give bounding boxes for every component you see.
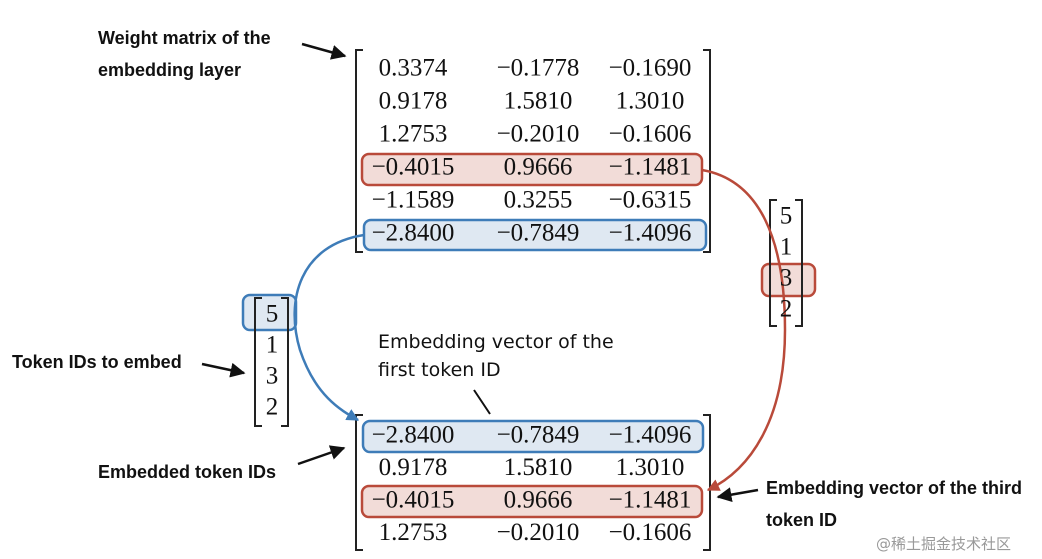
vector-bracket [254,297,289,427]
pointer-arrow [716,487,759,503]
lookup-arrow [293,233,365,422]
matrix-cell: 1.2753 [379,519,448,546]
label: Token IDs to embed [12,352,182,372]
matrix-cell: −1.4096 [609,220,692,247]
matrix-cell: −0.7849 [497,220,580,247]
vector-bracket [769,199,803,327]
matrix-cell: 0.9178 [379,454,448,481]
matrix-cell: −1.1589 [372,187,455,214]
vector-entry: 1 [780,234,793,261]
vector-entry: 2 [266,394,279,421]
matrix-cell: −0.2010 [497,121,580,148]
annotation: Embedding vector of the [378,331,614,353]
matrix-cell: −0.2010 [497,519,580,546]
label: embedding layer [98,60,241,80]
label: Embedded token IDs [98,462,276,482]
vector-entry: 3 [266,363,279,390]
matrix-cell: −0.1690 [609,55,692,82]
highlight-row [360,484,704,519]
vector-entry: 3 [780,265,793,292]
matrix-cell: −1.1481 [609,154,692,181]
matrix-cell: −0.4015 [372,487,455,514]
matrix-cell: 0.3255 [504,187,573,214]
matrix-cell: 0.9666 [504,154,573,181]
pointer-line [473,389,491,415]
matrix-cell: 1.3010 [616,454,685,481]
lookup-arrow [701,168,787,492]
pointer-arrow [297,445,346,466]
matrix-cell: −1.4096 [609,422,692,449]
matrix-cell: −2.8400 [372,422,455,449]
label: token ID [766,510,837,530]
highlight-row [360,152,704,187]
highlight-row [361,419,705,454]
matrix-cell: −0.6315 [609,187,692,214]
vector-entry: 2 [780,296,793,323]
annotation: first token ID [378,359,501,381]
matrix-cell: −0.7849 [497,422,580,449]
label: Embedding vector of the third [766,478,1022,498]
matrix-bracket [355,49,711,253]
matrix-cell: 1.5810 [504,88,573,115]
matrix-cell: 0.3374 [379,55,448,82]
matrix-cell: −0.1778 [497,55,580,82]
numbers: 0.3374 −0.1778 −0.1690 0.9178 1.5810 1.3010 1.… [266,55,793,547]
matrix-cell: 0.9666 [504,487,573,514]
highlight-id [241,293,298,332]
watermark: @稀土掘金技术社区 [876,535,1011,553]
matrix-cell: 1.5810 [504,454,573,481]
matrix-cell: 0.9178 [379,88,448,115]
vector-entry: 1 [266,332,279,359]
vector-entry: 5 [266,301,279,328]
pointer-arrow [201,362,246,378]
matrix-cell: −1.1481 [609,487,692,514]
matrix-cell: −0.4015 [372,154,455,181]
matrix-cell: 1.2753 [379,121,448,148]
pointer-arrow [301,42,347,60]
matrix-cell: −0.1606 [609,519,692,546]
vector-entry: 5 [780,203,793,230]
matrix-cell: −2.8400 [372,220,455,247]
matrix-cell: 1.3010 [616,88,685,115]
matrix-cell: −0.1606 [609,121,692,148]
label: Weight matrix of the [98,28,271,48]
